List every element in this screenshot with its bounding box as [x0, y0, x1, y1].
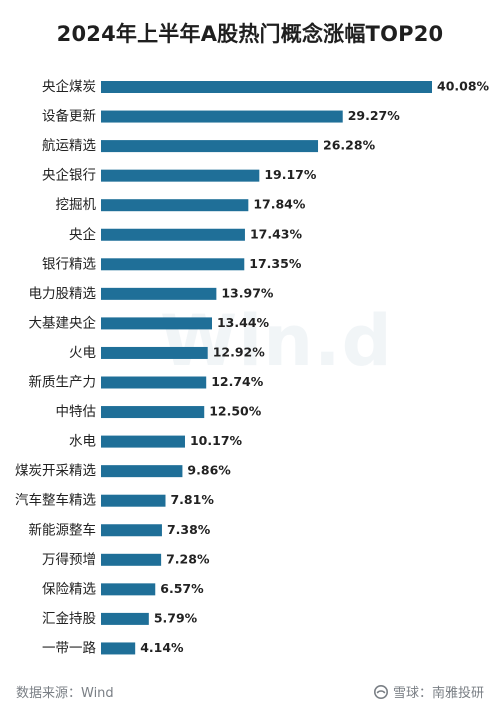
category-label: 央企煤炭 [42, 78, 96, 95]
value-label: 13.44% [217, 315, 270, 330]
category-label: 大基建央企 [29, 314, 97, 331]
bar [101, 287, 217, 300]
category-label: 煤炭开采精选 [15, 463, 96, 479]
snowball-icon [373, 684, 388, 699]
value-label: 17.43% [250, 226, 303, 241]
category-label: 设备更新 [42, 108, 96, 125]
value-label: 12.92% [213, 344, 266, 359]
bar [101, 494, 166, 507]
bar [101, 612, 149, 625]
bar [101, 583, 156, 596]
category-label: 新质生产力 [29, 375, 97, 391]
value-label: 29.27% [348, 108, 401, 123]
bar [101, 140, 319, 153]
category-label: 电力股精选 [29, 286, 97, 302]
bar [101, 81, 432, 93]
bar [101, 228, 245, 241]
category-label: 央企银行 [42, 167, 96, 184]
value-label: 7.38% [167, 522, 211, 537]
category-label: 银行精选 [42, 256, 96, 272]
bar [101, 199, 249, 212]
bar [101, 465, 183, 478]
chart-title: 2024年上半年A股热门概念涨幅TOP20 [56, 22, 444, 46]
value-label: 7.81% [170, 492, 214, 507]
source-note: 数据来源：Wind [16, 686, 114, 701]
bar [101, 169, 260, 182]
value-label: 13.97% [221, 285, 274, 300]
value-label: 6.57% [160, 581, 204, 596]
category-label: 航运精选 [42, 138, 96, 154]
bar [101, 258, 245, 271]
brand-text: 雪球：南雅投研 [392, 686, 484, 701]
category-label: 保险精选 [42, 581, 96, 597]
value-label: 40.08% [437, 79, 490, 94]
value-label: 19.17% [264, 167, 317, 182]
category-label: 中特估 [56, 404, 97, 420]
bar [101, 553, 162, 566]
bar [101, 376, 207, 389]
category-label: 央企 [69, 226, 96, 243]
bar [101, 524, 162, 537]
bar [101, 346, 208, 359]
bar [101, 435, 185, 448]
value-label: 10.17% [190, 433, 243, 448]
bar [101, 317, 212, 330]
category-label: 火电 [69, 345, 96, 361]
value-label: 7.28% [166, 551, 210, 566]
value-label: 4.14% [140, 640, 184, 655]
category-label: 万得预增 [42, 551, 96, 568]
value-label: 9.86% [187, 463, 231, 478]
value-label: 17.35% [249, 256, 302, 271]
value-label: 26.28% [323, 138, 376, 153]
value-label: 5.79% [154, 610, 198, 625]
category-label: 汇金持股 [42, 611, 96, 627]
bar [101, 110, 343, 123]
category-label: 一带一路 [42, 640, 96, 656]
value-label: 17.84% [253, 197, 306, 212]
bar [101, 406, 205, 419]
value-label: 12.50% [209, 404, 262, 419]
category-label: 新能源整车 [29, 521, 97, 538]
brand-mark: 雪球：南雅投研 [373, 682, 484, 701]
category-label: 挖掘机 [56, 197, 97, 213]
category-label: 水电 [69, 434, 96, 450]
category-label: 汽车整车精选 [15, 492, 96, 509]
bar [101, 642, 136, 655]
value-label: 12.74% [211, 374, 264, 389]
